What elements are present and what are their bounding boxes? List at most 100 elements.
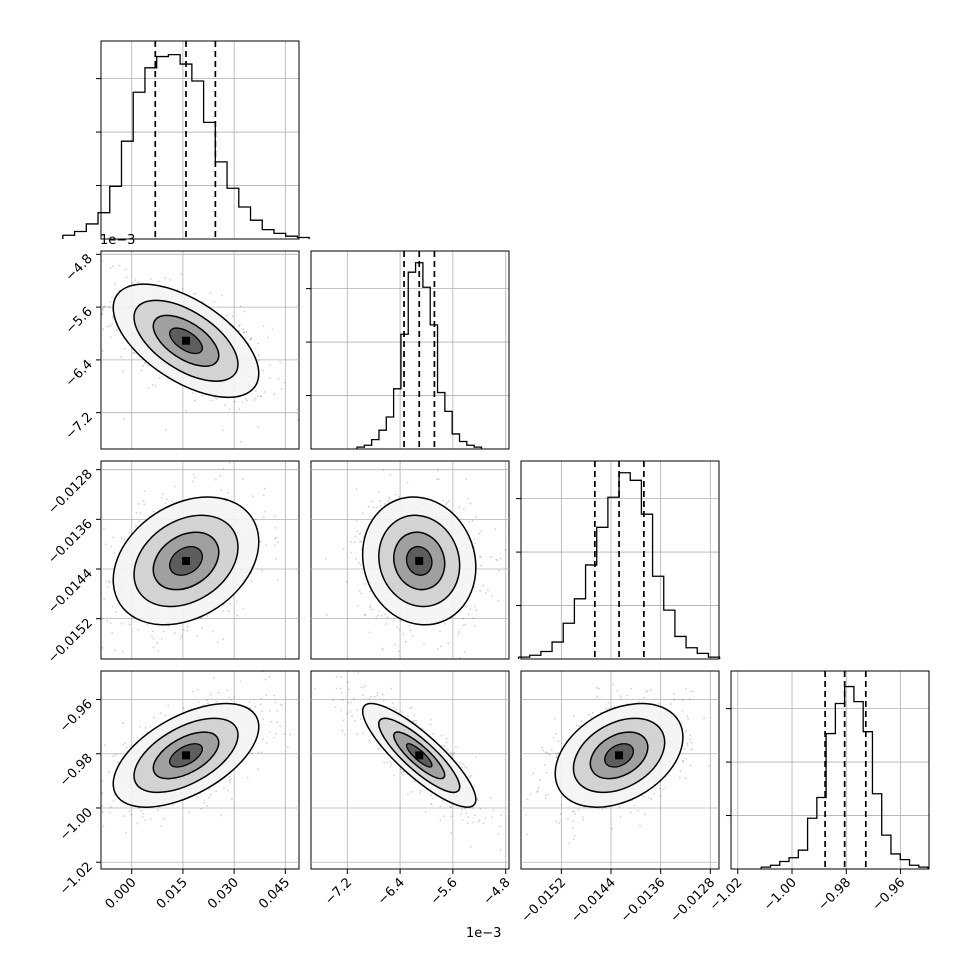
sample-point xyxy=(479,589,482,592)
sample-point xyxy=(572,838,575,841)
sample-point xyxy=(239,680,242,683)
sample-point xyxy=(227,789,229,792)
sample-point xyxy=(388,496,391,499)
sample-point xyxy=(453,752,456,755)
sample-point xyxy=(271,328,274,331)
sample-point xyxy=(251,427,253,429)
sample-point xyxy=(347,701,350,704)
sample-point xyxy=(254,390,257,392)
y-tick-label: −6.4 xyxy=(63,357,96,390)
sample-point xyxy=(268,364,271,367)
sample-point xyxy=(141,815,144,818)
sample-point xyxy=(419,791,421,794)
sample-point xyxy=(371,500,374,503)
sample-point xyxy=(611,827,613,830)
sample-point xyxy=(276,578,279,581)
sample-point xyxy=(171,500,173,503)
sample-point xyxy=(200,808,203,810)
sample-point xyxy=(538,779,541,781)
sample-point xyxy=(143,490,146,493)
sample-point xyxy=(421,727,424,730)
sample-point xyxy=(330,646,332,648)
sample-point xyxy=(722,710,724,712)
sample-point xyxy=(619,698,622,700)
sample-point xyxy=(123,348,126,350)
sample-point xyxy=(228,696,230,699)
sample-point xyxy=(470,774,473,777)
sample-point xyxy=(394,493,397,496)
sample-point xyxy=(140,809,143,812)
sample-point xyxy=(451,753,454,756)
sample-point xyxy=(159,824,162,827)
sample-point xyxy=(122,370,125,373)
sample-point xyxy=(439,805,442,808)
sample-point xyxy=(550,748,553,751)
sample-point xyxy=(259,703,262,706)
sample-point xyxy=(122,722,125,724)
sample-point xyxy=(245,330,248,333)
sample-point xyxy=(383,761,385,764)
sample-point xyxy=(399,629,401,631)
sample-point xyxy=(572,810,574,813)
sample-point xyxy=(130,813,133,816)
sample-point xyxy=(557,740,560,743)
sample-point xyxy=(103,305,106,308)
sample-point xyxy=(324,558,327,560)
sample-point xyxy=(173,632,176,634)
sample-point xyxy=(245,399,248,402)
sample-point xyxy=(357,672,360,674)
sample-point xyxy=(123,418,125,421)
sample-point xyxy=(499,849,502,851)
sample-point xyxy=(573,810,575,813)
sample-point xyxy=(356,604,359,607)
sample-point xyxy=(431,797,434,800)
sample-point xyxy=(209,693,212,696)
sample-point xyxy=(691,748,694,751)
sample-point xyxy=(107,586,110,589)
sample-point xyxy=(421,461,423,462)
sample-point xyxy=(478,819,481,821)
sample-point xyxy=(111,322,114,325)
sample-point xyxy=(263,510,266,513)
sample-point xyxy=(191,480,194,483)
sample-point xyxy=(590,716,593,718)
sample-point xyxy=(171,804,174,807)
sample-point xyxy=(446,737,448,740)
sample-point xyxy=(577,725,580,728)
sample-point xyxy=(411,790,413,793)
sample-point xyxy=(230,777,232,780)
sample-point xyxy=(296,408,299,411)
sample-point xyxy=(626,694,629,697)
x-tick-label: 0.030 xyxy=(205,875,242,912)
sample-point xyxy=(429,718,432,721)
sample-point xyxy=(489,797,492,799)
panel-frame xyxy=(100,250,300,450)
sample-point xyxy=(510,778,512,780)
sample-point xyxy=(432,733,434,736)
sample-point xyxy=(154,385,157,387)
sample-point xyxy=(703,717,705,720)
sample-point xyxy=(461,766,463,768)
sample-point xyxy=(23,255,25,257)
sample-point xyxy=(650,798,653,800)
sample-point xyxy=(262,325,265,328)
sample-point xyxy=(686,742,689,745)
sample-point xyxy=(272,736,275,739)
sample-point xyxy=(361,732,364,735)
sample-point xyxy=(474,542,476,545)
scatter-panel xyxy=(23,250,300,450)
sample-point xyxy=(167,704,170,707)
sample-point xyxy=(619,695,622,698)
sample-point xyxy=(364,583,366,585)
sample-point xyxy=(228,461,231,464)
sample-point xyxy=(64,843,66,845)
sample-point xyxy=(430,794,433,797)
sample-point xyxy=(392,619,395,622)
sample-point xyxy=(239,305,242,308)
sample-point xyxy=(630,811,632,814)
sample-point xyxy=(350,551,353,554)
sample-point xyxy=(449,806,452,808)
sample-point xyxy=(254,397,257,400)
sample-point xyxy=(106,325,109,328)
sample-point xyxy=(475,609,478,611)
